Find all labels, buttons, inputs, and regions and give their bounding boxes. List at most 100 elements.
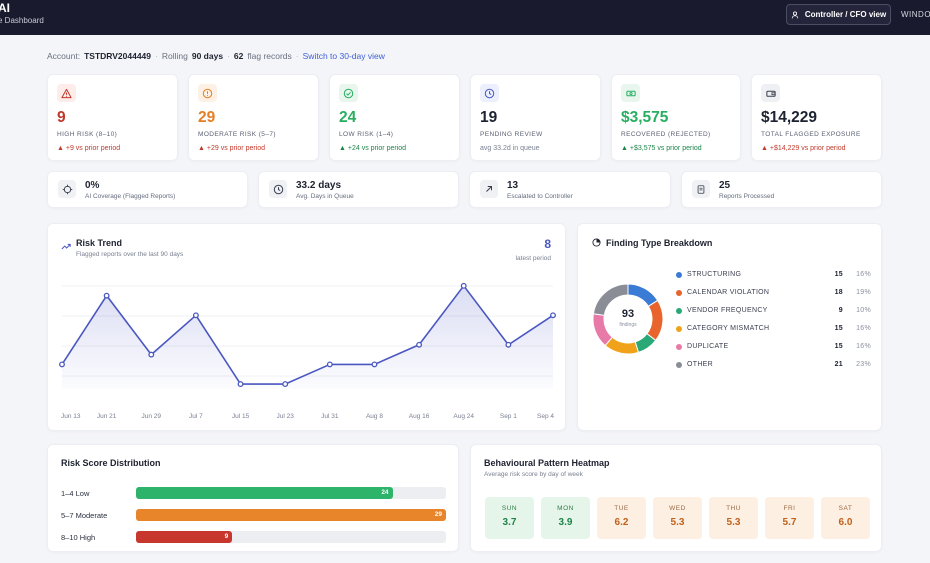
heatmap-day-value: 6.0 — [838, 517, 853, 528]
stat-value: 13 — [507, 180, 519, 191]
heatmap-day-name: SUN — [501, 505, 518, 512]
kpi-card-recovered[interactable]: $3,575 RECOVERED (REJECTED) ▲ +$3,575 vs… — [611, 74, 741, 161]
finding-donut-chart — [592, 283, 664, 355]
kpi-card-moderate-risk[interactable]: 29 MODERATE RISK (5–7) ▲ +29 vs prior pe… — [188, 74, 319, 161]
wallet-icon — [761, 84, 780, 102]
kpi-value: 24 — [339, 109, 357, 126]
window-menu-label[interactable]: WINDO — [901, 10, 930, 19]
kpi-label: PENDING REVIEW — [480, 131, 543, 138]
distribution-bar-track: 29 — [136, 509, 446, 521]
legend-item[interactable]: OTHER 21 23% — [676, 360, 871, 372]
switch-period-link[interactable]: Switch to 30-day view — [302, 51, 385, 61]
clock-icon — [480, 84, 499, 102]
x-tick-label: Jul 7 — [189, 413, 203, 420]
distribution-label: 1–4 Low — [61, 489, 90, 498]
account-label: Account: — [47, 51, 81, 61]
heatmap-cell-sun[interactable]: SUN 3.7 — [485, 497, 534, 539]
trend-point[interactable] — [416, 341, 423, 348]
trend-point[interactable] — [148, 351, 155, 358]
legend-item[interactable]: CALENDAR VIOLATION 18 19% — [676, 288, 871, 300]
stat-card-ai-coverage[interactable]: 0% AI Coverage (Flagged Reports) — [47, 171, 248, 208]
legend-name: OTHER — [687, 361, 713, 368]
heatmap-cell-wed[interactable]: WED 5.3 — [653, 497, 702, 539]
heatmap-day-name: FRI — [783, 505, 796, 512]
heatmap-day-name: MON — [557, 505, 574, 512]
crosshair-icon — [58, 180, 76, 198]
heatmap-cell-fri[interactable]: FRI 5.7 — [765, 497, 814, 539]
role-view-button[interactable]: Controller / CFO view — [786, 4, 891, 25]
alert-circle-icon — [198, 84, 217, 102]
trend-point[interactable] — [282, 381, 289, 388]
stat-value: 33.2 days — [296, 180, 342, 191]
donut-slice[interactable] — [646, 299, 664, 342]
kpi-card-high-risk[interactable]: 9 HIGH RISK (8–10) ▲ +9 vs prior period — [47, 74, 178, 161]
distribution-bar-value: 29 — [434, 511, 442, 518]
legend-swatch — [676, 308, 682, 314]
legend-item[interactable]: DUPLICATE 15 16% — [676, 342, 871, 354]
kpi-label: MODERATE RISK (5–7) — [198, 131, 276, 138]
heatmap-day-value: 6.2 — [614, 517, 629, 528]
legend-swatch — [676, 272, 682, 278]
legend-count: 21 — [834, 361, 843, 368]
risk-trend-subtitle: Flagged reports over the last 90 days — [76, 251, 184, 258]
finding-breakdown-title: Finding Type Breakdown — [606, 238, 713, 248]
trend-point[interactable] — [59, 361, 65, 368]
stat-label: AI Coverage (Flagged Reports) — [85, 193, 176, 200]
heatmap-day-name: WED — [669, 505, 686, 512]
kpi-card-low-risk[interactable]: 24 LOW RISK (1–4) ▲ +24 vs prior period — [329, 74, 460, 161]
x-tick-label: Jun 13 — [61, 413, 81, 420]
stat-value: 25 — [719, 180, 731, 191]
latest-label: latest period — [515, 255, 551, 262]
stat-card-days-in-queue[interactable]: 33.2 days Avg. Days in Queue — [258, 171, 459, 208]
heatmap-day-value: 3.7 — [502, 517, 517, 528]
heatmap-day-name: SAT — [838, 505, 853, 512]
heatmap-cell-mon[interactable]: MON 3.9 — [541, 497, 590, 539]
trend-line — [61, 285, 554, 385]
kpi-delta: ▲ +$3,575 vs prior period — [621, 145, 702, 152]
legend-count: 15 — [834, 343, 843, 350]
trend-point[interactable] — [103, 292, 110, 299]
kpi-label: HIGH RISK (8–10) — [57, 131, 118, 138]
legend-count: 15 — [834, 271, 843, 278]
legend-percent: 16% — [856, 325, 871, 332]
kpi-value: $3,575 — [621, 109, 669, 126]
stat-card-reports-processed[interactable]: 25 Reports Processed — [681, 171, 882, 208]
legend-percent: 10% — [856, 307, 871, 314]
trend-point[interactable] — [550, 312, 556, 319]
kpi-card-pending-review[interactable]: 19 PENDING REVIEW avg 33.2d in queue — [470, 74, 601, 161]
distribution-bar-high: 9 — [136, 531, 233, 543]
account-id: TSTDRV2044449 — [84, 51, 152, 61]
legend-swatch — [676, 344, 682, 350]
role-view-label: Controller / CFO view — [804, 10, 887, 19]
heatmap-cell-thu[interactable]: THU 5.3 — [709, 497, 758, 539]
distribution-bar-value: 9 — [224, 533, 229, 540]
stat-label: Avg. Days in Queue — [296, 193, 354, 200]
trend-point[interactable] — [237, 381, 244, 388]
x-tick-label: Jul 15 — [232, 413, 250, 420]
kpi-label: RECOVERED (REJECTED) — [621, 131, 711, 138]
trend-icon — [61, 243, 71, 250]
trend-point[interactable] — [371, 361, 378, 368]
heatmap-cell-tue[interactable]: TUE 6.2 — [597, 497, 646, 539]
x-tick-label: Jul 23 — [277, 413, 295, 420]
heatmap-subtitle: Average risk score by day of week — [484, 471, 583, 478]
legend-count: 9 — [838, 307, 843, 314]
kpi-card-total-exposure[interactable]: $14,229 TOTAL FLAGGED EXPOSURE ▲ +$14,22… — [751, 74, 882, 161]
trend-point[interactable] — [326, 361, 333, 368]
legend-item[interactable]: STRUCTURING 15 16% — [676, 270, 871, 282]
latest-value: 8 — [544, 237, 551, 251]
legend-item[interactable]: VENDOR FREQUENCY 9 10% — [676, 306, 871, 318]
x-tick-label: Jun 29 — [142, 413, 162, 420]
trend-point[interactable] — [505, 341, 512, 348]
trend-point[interactable] — [460, 282, 467, 289]
legend-item[interactable]: CATEGORY MISMATCH 15 16% — [676, 324, 871, 336]
donut-slice[interactable] — [592, 283, 629, 316]
heatmap-cell-sat[interactable]: SAT 6.0 — [821, 497, 870, 539]
stat-card-escalated[interactable]: 13 Escalated to Controller — [469, 171, 671, 208]
finding-breakdown-panel: Finding Type Breakdown 93 findings STRUC… — [577, 223, 882, 431]
kpi-delta: avg 33.2d in queue — [480, 145, 540, 152]
trend-point[interactable] — [192, 312, 199, 319]
legend-name: STRUCTURING — [687, 271, 742, 278]
distribution-bar-track: 24 — [136, 487, 446, 499]
brand-subtitle: e Dashboard — [0, 16, 44, 25]
